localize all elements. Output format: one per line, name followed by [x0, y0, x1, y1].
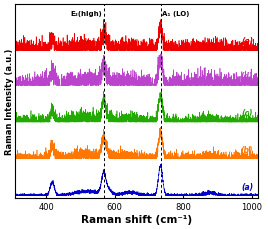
Y-axis label: Raman Intensity (a.u.): Raman Intensity (a.u.): [5, 48, 14, 154]
Text: (a): (a): [241, 182, 253, 191]
Text: (b): (b): [241, 145, 253, 154]
X-axis label: Raman shift (cm⁻¹): Raman shift (cm⁻¹): [81, 214, 192, 224]
Text: A₁ (LO): A₁ (LO): [162, 11, 189, 17]
Text: (d): (d): [241, 72, 253, 81]
Text: (c): (c): [242, 109, 253, 118]
Text: (e): (e): [241, 37, 253, 46]
Text: E₂(hIgh): E₂(hIgh): [71, 11, 103, 17]
